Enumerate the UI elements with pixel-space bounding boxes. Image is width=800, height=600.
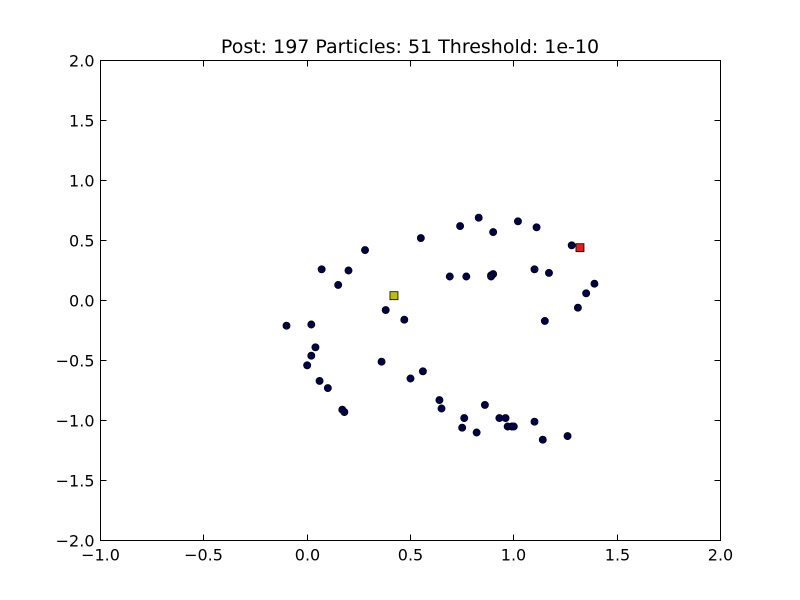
particle-point bbox=[361, 246, 369, 255]
particle-point bbox=[538, 435, 547, 444]
y-tick-label: 1.0 bbox=[69, 172, 94, 191]
y-tick-label: −1.0 bbox=[56, 412, 95, 431]
particle-point bbox=[532, 223, 541, 232]
particle-point bbox=[340, 408, 349, 417]
particle-point bbox=[323, 384, 332, 393]
particle-point bbox=[311, 343, 320, 352]
chart-title: Post: 197 Particles: 51 Threshold: 1e-10 bbox=[221, 36, 599, 58]
red-square-marker bbox=[575, 243, 585, 253]
particle-point bbox=[582, 289, 591, 298]
x-tick-label: 0.5 bbox=[398, 546, 423, 565]
particle-point bbox=[530, 265, 539, 274]
particle-point bbox=[381, 306, 390, 315]
particle-point bbox=[563, 432, 572, 441]
y-tick-label: 0.0 bbox=[69, 292, 94, 311]
particle-point bbox=[573, 303, 582, 312]
particle-point bbox=[480, 400, 489, 409]
particle-point bbox=[567, 241, 576, 250]
particle-point bbox=[514, 217, 522, 226]
particle-point bbox=[460, 414, 469, 423]
particle-point bbox=[545, 268, 553, 277]
particle-point bbox=[377, 357, 386, 366]
particle-point bbox=[307, 351, 316, 360]
particle-point bbox=[406, 374, 415, 383]
particle-point bbox=[530, 417, 539, 426]
plot-area bbox=[100, 60, 721, 541]
particle-point bbox=[509, 422, 518, 431]
y-tick-label: −2.0 bbox=[56, 532, 95, 551]
particle-point bbox=[307, 320, 316, 329]
y-tick-label: 2.0 bbox=[69, 52, 94, 71]
particle-point bbox=[435, 396, 444, 405]
x-tick-label: 1.0 bbox=[501, 546, 526, 565]
particle-point bbox=[437, 404, 446, 413]
x-tick-label: −1.0 bbox=[81, 546, 120, 565]
particle-point bbox=[317, 265, 326, 274]
data-points bbox=[282, 213, 599, 444]
particle-point bbox=[400, 315, 409, 324]
particle-point bbox=[489, 228, 498, 237]
yellow-square-marker bbox=[389, 291, 399, 301]
x-tick-label: 2.0 bbox=[708, 546, 733, 565]
axis-ticks bbox=[100, 60, 721, 541]
particle-point bbox=[282, 321, 291, 330]
particle-point bbox=[303, 361, 312, 370]
y-axis-tick-labels: 2.0 1.5 1.0 0.5 0.0 −0.5 −1.0 −1.5 −2.0 bbox=[56, 52, 95, 551]
particle-point bbox=[416, 234, 425, 243]
particle-point bbox=[315, 376, 324, 385]
x-axis-tick-labels: −1.0 −0.5 0.0 0.5 1.0 1.5 2.0 bbox=[81, 546, 733, 565]
particle-point bbox=[590, 279, 599, 288]
particle-point bbox=[334, 280, 343, 289]
particle-point bbox=[344, 266, 353, 275]
y-tick-label: 1.5 bbox=[69, 112, 94, 131]
x-tick-label: 0.0 bbox=[295, 546, 320, 565]
particle-point bbox=[540, 316, 549, 325]
particle-point bbox=[501, 414, 510, 423]
y-tick-label: −1.5 bbox=[56, 472, 95, 491]
particle-point bbox=[487, 272, 496, 281]
particle-point bbox=[474, 213, 483, 222]
y-tick-label: 0.5 bbox=[69, 232, 94, 251]
particle-point bbox=[445, 272, 454, 281]
particle-point bbox=[456, 222, 465, 231]
particle-point bbox=[462, 272, 471, 281]
particle-point bbox=[418, 367, 427, 376]
y-tick-label: −0.5 bbox=[56, 352, 95, 371]
particle-point bbox=[458, 423, 467, 432]
x-tick-label: 1.5 bbox=[605, 546, 630, 565]
particle-point bbox=[472, 428, 481, 437]
x-tick-label: −0.5 bbox=[184, 546, 223, 565]
